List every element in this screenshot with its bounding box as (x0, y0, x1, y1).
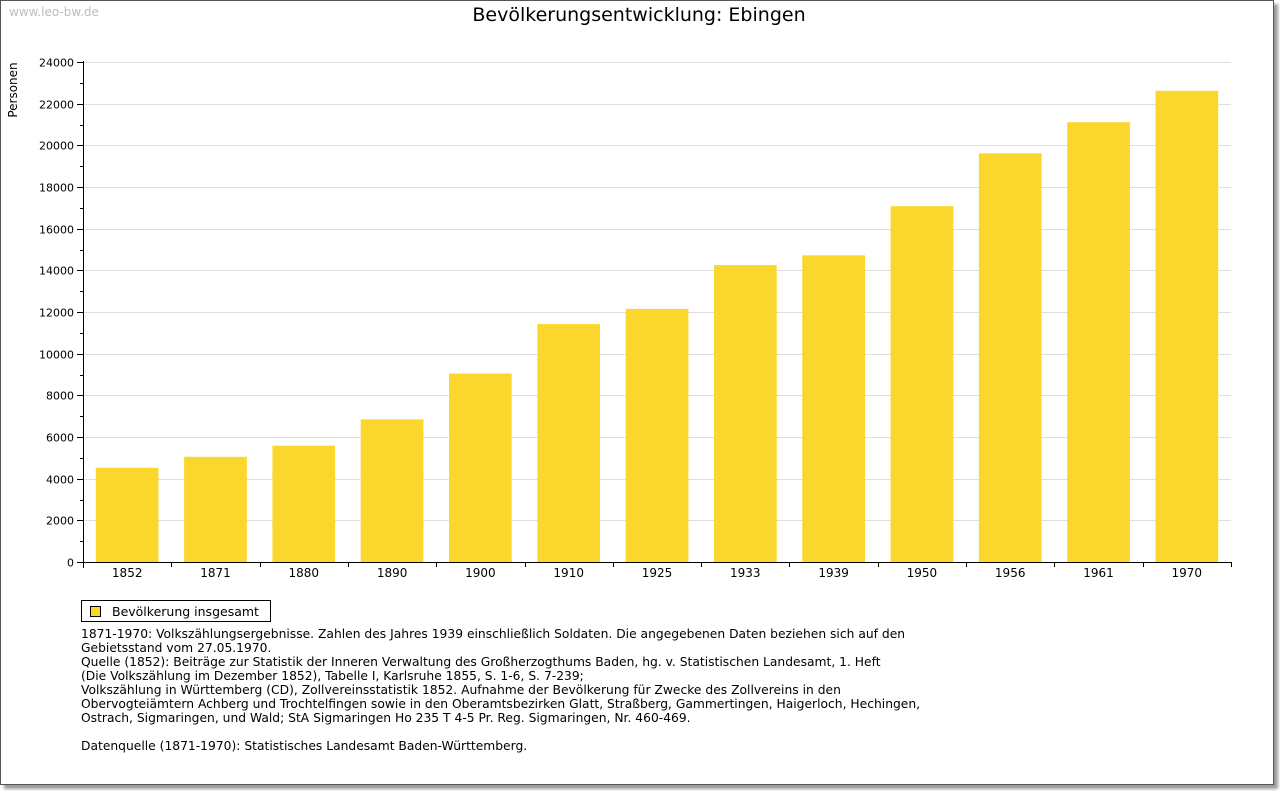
bar-1852 (95, 467, 159, 562)
source-notes: 1871-1970: Volkszählungsergebnisse. Zahl… (81, 627, 961, 753)
y-tick-label: 22000 (39, 99, 74, 112)
note-line: Ostrach, Sigmaringen, und Wald; StA Sigm… (81, 711, 691, 725)
y-tick-label: 16000 (39, 224, 74, 237)
note-line (81, 725, 961, 739)
x-tick-label: 1961 (1083, 566, 1114, 580)
y-tick-label: 14000 (39, 265, 74, 278)
bar-layer (95, 90, 1219, 563)
bar-1933 (714, 265, 777, 562)
y-tick-label: 4000 (46, 474, 74, 487)
x-tick-label: 1852 (112, 566, 143, 580)
bar-1950 (890, 206, 954, 562)
bar-chart: 0 2000 4000 6000 8000 10000 12000 14000 16000 180… (6, 57, 1232, 581)
watermark: www.leo-bw.de (9, 5, 99, 19)
x-tick-label: 1890 (377, 566, 408, 580)
x-tick-label: 1910 (553, 566, 584, 580)
bar-1925 (625, 308, 689, 562)
y-tick-label: 8000 (46, 390, 74, 403)
bar-1910 (537, 324, 600, 562)
note-line: Gebietsstand vom 27.05.1970. (81, 641, 272, 655)
note-line: Quelle (1852): Beiträge zur Statistik de… (81, 655, 881, 669)
x-tick-label: 1900 (465, 566, 496, 580)
bar-1956 (978, 153, 1042, 563)
x-tick-label: 1880 (289, 566, 320, 580)
x-tick-label: 1956 (995, 566, 1026, 580)
x-tick-label: 1970 (1172, 566, 1203, 580)
y-tick-label: 12000 (39, 307, 74, 320)
bar-1880 (272, 445, 336, 563)
y-tick-label: 10000 (39, 349, 74, 362)
legend-swatch (90, 606, 101, 617)
x-tick-label: 1925 (642, 566, 673, 580)
note-line: 1871-1970: Volkszählungsergebnisse. Zahl… (81, 627, 906, 641)
bar-1970 (1155, 90, 1219, 563)
legend-label: Bevölkerung insgesamt (112, 604, 259, 619)
note-line: Volkszählung in Württemberg (CD), Zollve… (81, 683, 841, 697)
bar-1900 (449, 373, 512, 562)
note-line: Datenquelle (1871-1970): Statistisches L… (81, 739, 528, 753)
x-tick-label: 1933 (730, 566, 761, 580)
y-tick-label: 20000 (39, 140, 74, 153)
bar-1961 (1067, 122, 1130, 562)
y-tick-label: 6000 (46, 432, 74, 445)
x-tick-label: 1939 (818, 566, 849, 580)
bar-1890 (360, 419, 424, 562)
y-axis-label: Personen (6, 62, 20, 117)
y-tick-label: 18000 (39, 182, 74, 195)
bar-1871 (184, 456, 247, 562)
note-line: Obervogteiämtern Achberg und Trochtelfin… (81, 697, 921, 711)
label-layer: 0 2000 4000 6000 8000 10000 12000 14000 16000 180… (6, 57, 1202, 581)
legend: Bevölkerung insgesamt (81, 600, 271, 622)
bar-1939 (802, 255, 865, 563)
axis-layer (77, 61, 1232, 568)
x-tick-label: 1950 (907, 566, 938, 580)
note-line: (Die Volkszählung im Dezember 1852), Tab… (81, 669, 584, 683)
x-tick-label: 1871 (200, 566, 231, 580)
chart-title: Bevölkerungsentwicklung: Ebingen (472, 4, 806, 26)
y-tick-label: 0 (67, 557, 74, 570)
y-tick-label: 2000 (46, 515, 74, 528)
y-tick-label: 24000 (39, 57, 74, 70)
